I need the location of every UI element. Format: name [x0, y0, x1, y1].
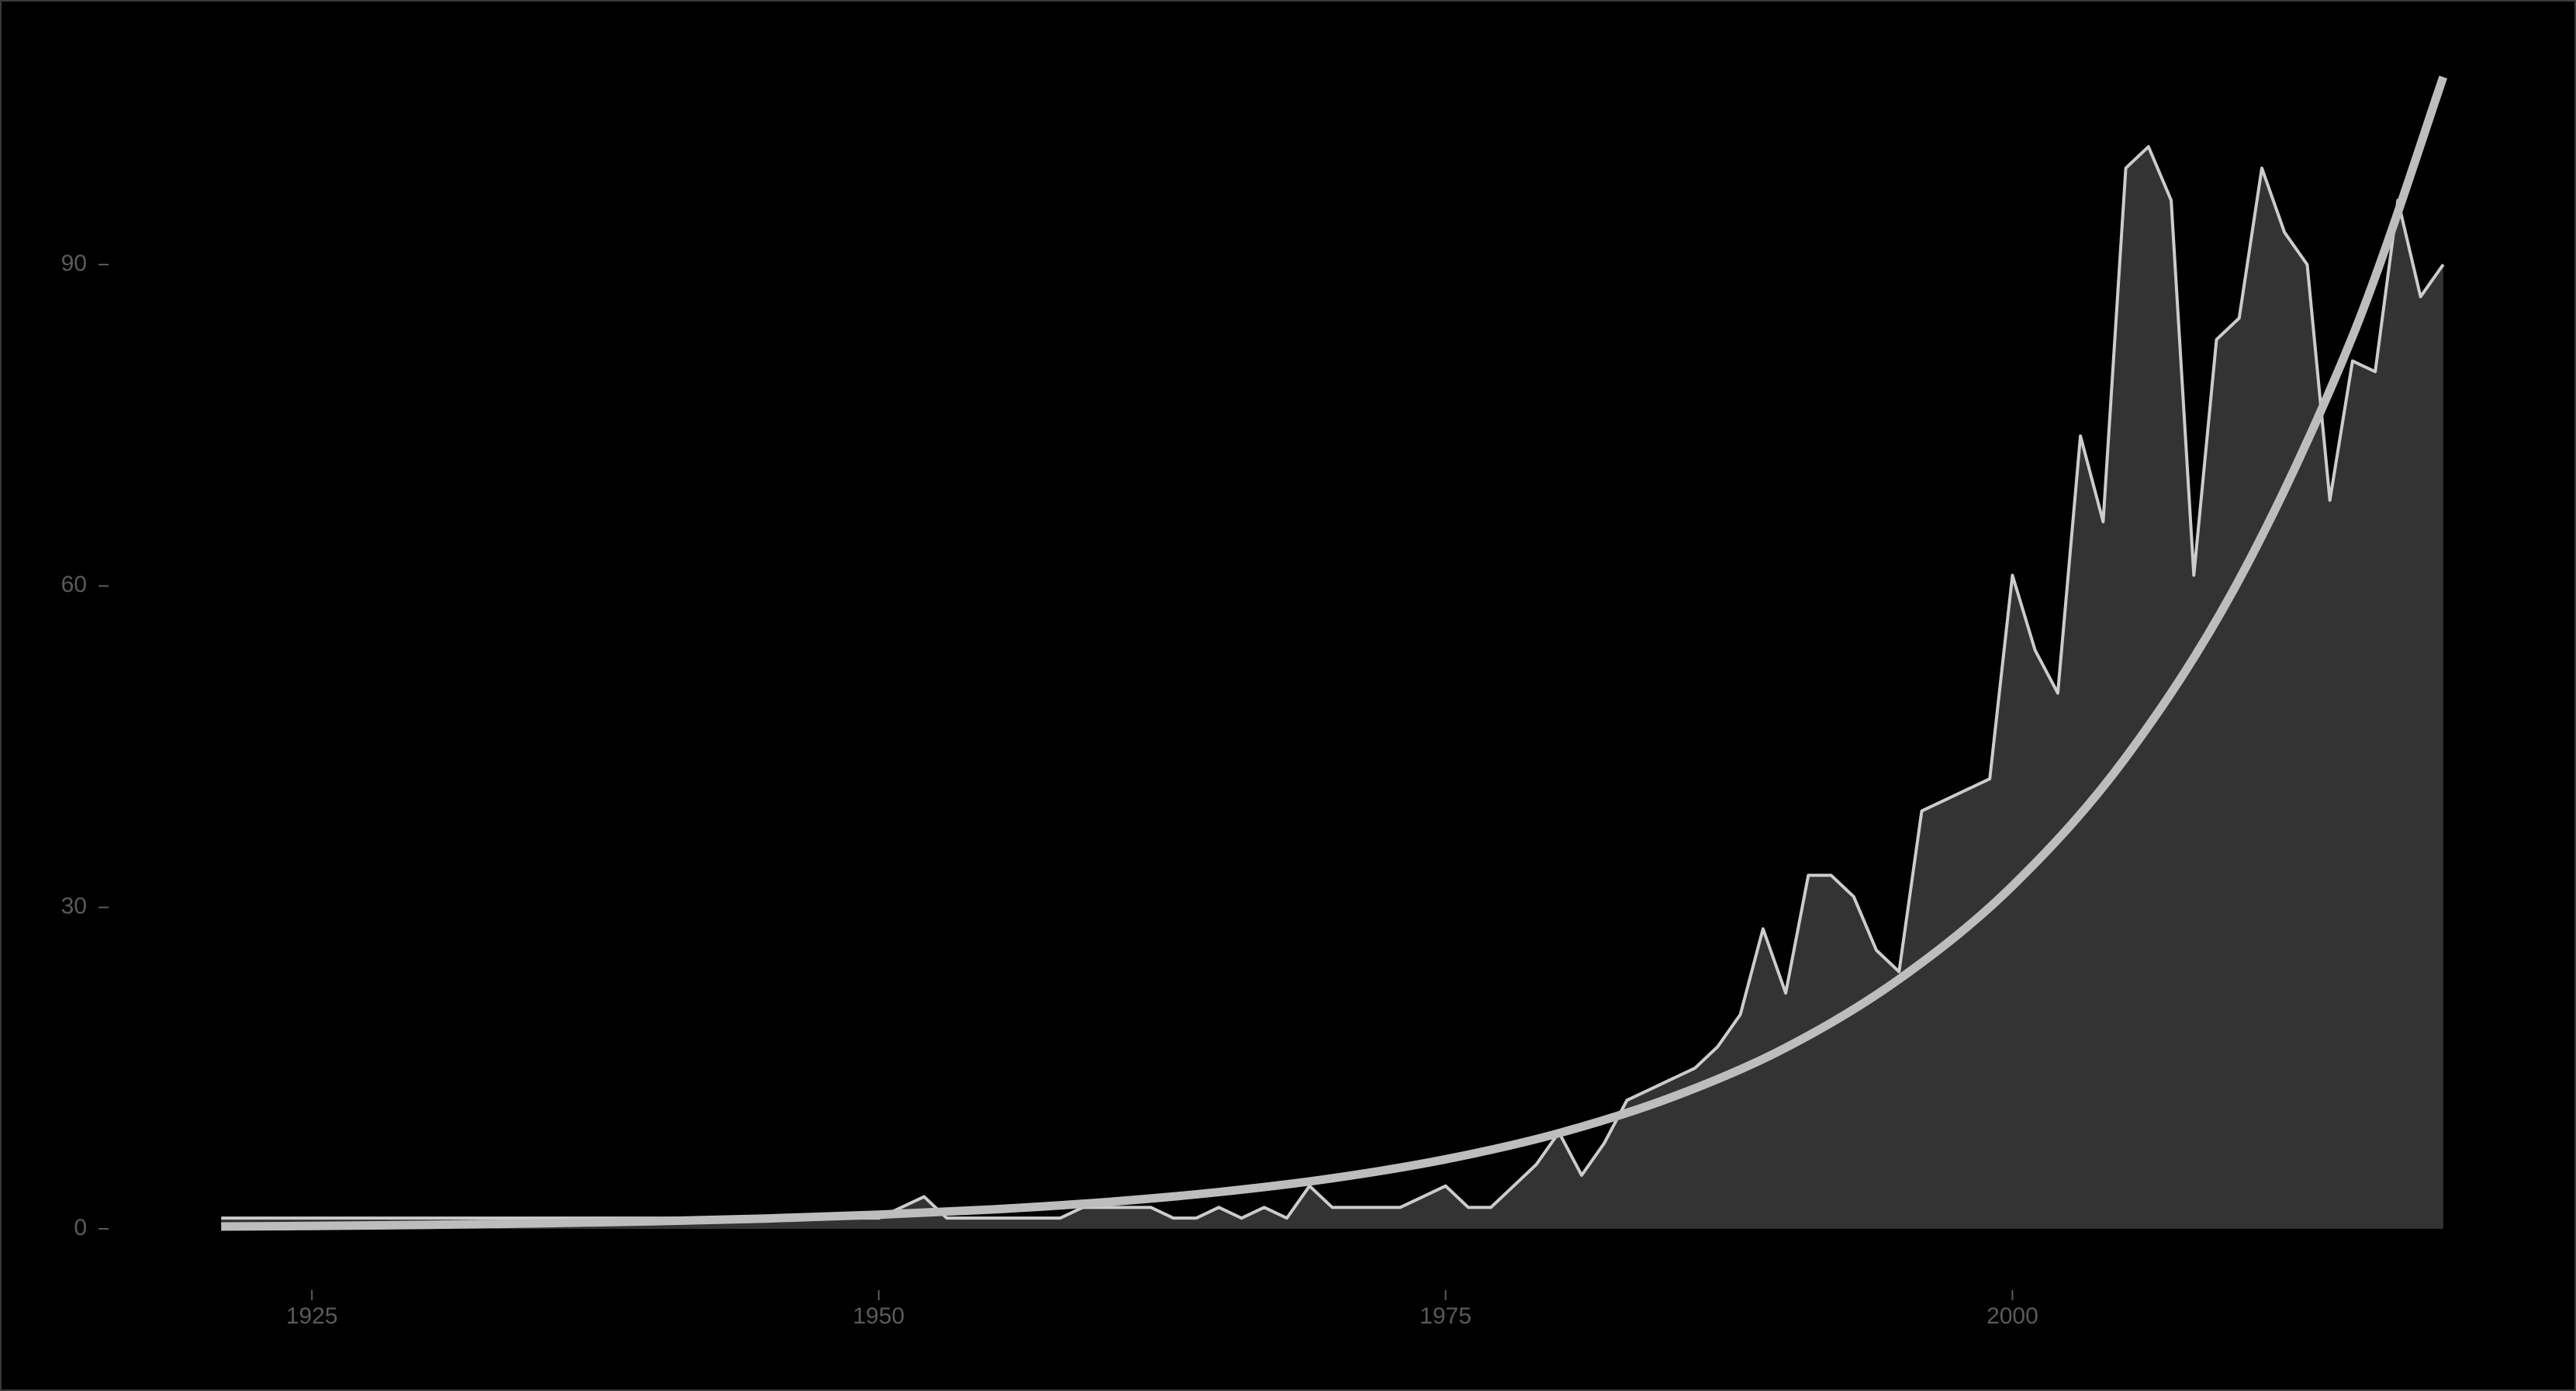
x-tick-label: 1950 [852, 1303, 904, 1329]
x-tick-label: 1925 [286, 1303, 338, 1329]
x-tick-label: 2000 [1986, 1303, 2038, 1329]
y-tick-label: 90 [61, 251, 87, 276]
line [221, 145, 2445, 1220]
y-tick-label: 30 [61, 894, 87, 919]
y-tick-label: 60 [61, 572, 87, 597]
trend-line [221, 75, 2448, 1231]
x-tick-label: 1975 [1419, 1303, 1471, 1329]
area [221, 147, 2443, 1229]
y-tick-label: 0 [74, 1215, 87, 1240]
